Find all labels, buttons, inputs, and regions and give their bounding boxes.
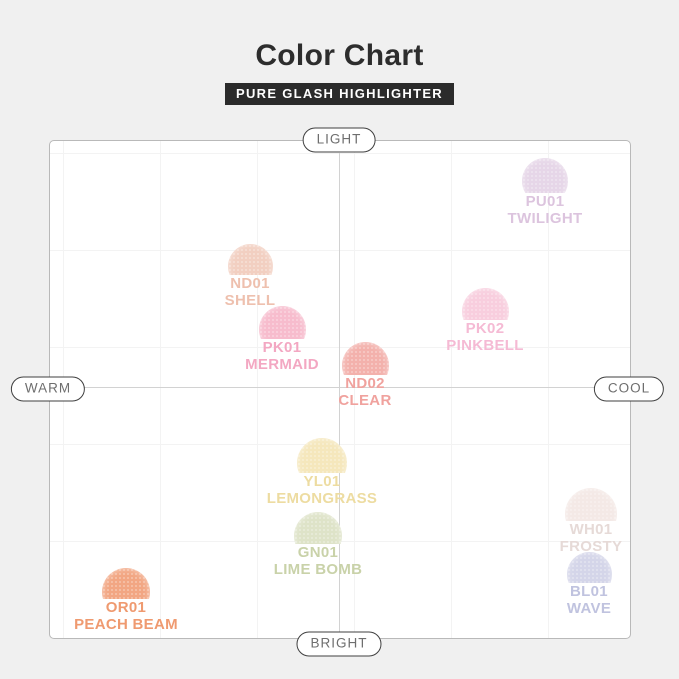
axis-pill-cool: COOL [593, 376, 665, 402]
axis-pill-warm-label: WARM [24, 380, 72, 396]
axis-pill-cool-label: COOL [607, 380, 651, 396]
page-title: Color Chart [255, 39, 424, 72]
axis-pill-bright: BRIGHT [296, 631, 382, 657]
product-badge-wrap: PURE GLASH HIGHLIGHTER [0, 83, 679, 105]
product-badge: PURE GLASH HIGHLIGHTER [225, 83, 454, 105]
vertical-axis-line [339, 153, 340, 632]
chart-area [49, 140, 631, 639]
axis-pill-bright-label: BRIGHT [310, 635, 368, 651]
axis-pill-warm: WARM [10, 376, 86, 402]
horizontal-axis-line [78, 387, 599, 388]
axis-pill-light: LIGHT [302, 127, 376, 153]
axis-pill-light-label: LIGHT [316, 131, 362, 147]
